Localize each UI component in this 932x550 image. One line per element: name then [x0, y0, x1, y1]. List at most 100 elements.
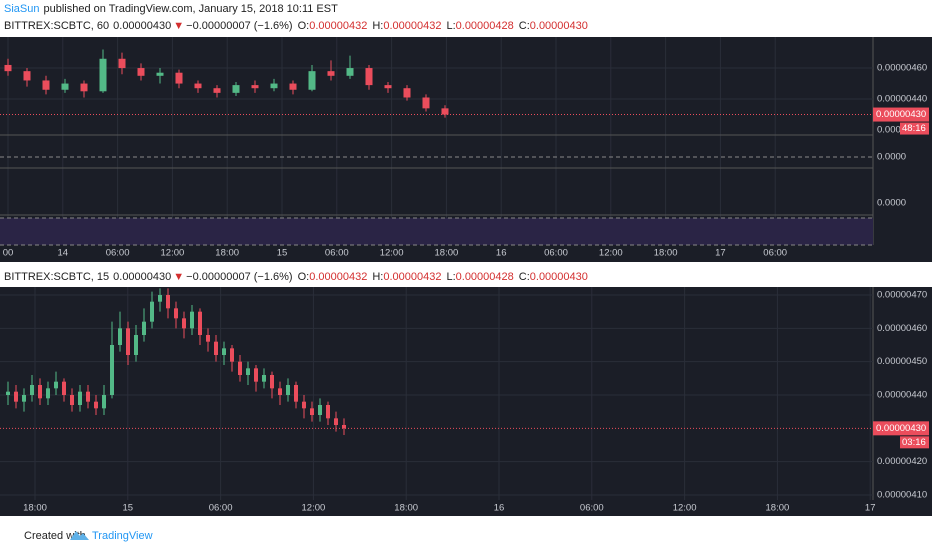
countdown-tag: [900, 122, 929, 135]
ohlc-value: 0.00000432: [383, 271, 441, 283]
indicator-label: 0.000: [877, 125, 901, 136]
ohlc-label: C:: [519, 20, 530, 32]
ohlc-label: H:: [372, 271, 383, 283]
ohlc-value: 0.00000432: [309, 271, 367, 283]
chart-panel: [0, 287, 932, 516]
author[interactable]: SiaSun: [4, 3, 39, 15]
candle-body: [134, 335, 138, 355]
candle-body: [46, 388, 50, 399]
indicator-label: 0.0000: [877, 198, 906, 209]
chart-header: BITTREX:SCBTC, 60 0.00000430 ▼ −0.00000007 …: [4, 20, 588, 32]
candle-body: [232, 85, 240, 93]
candle-body: [94, 401, 98, 409]
candle-body: [294, 385, 298, 402]
candle-body: [110, 345, 114, 395]
change: −0.00000007 (−1.6%): [186, 271, 292, 283]
time-label: 18:00: [215, 248, 239, 259]
candle-body: [62, 381, 66, 395]
ohlc-value: 0.00000432: [309, 20, 367, 32]
candle-body: [194, 83, 202, 89]
candle-body: [14, 391, 18, 402]
time-label: 06:00: [325, 248, 349, 259]
candle-body: [270, 375, 274, 389]
time-label: 15: [277, 248, 288, 259]
candle-body: [166, 295, 170, 309]
time-label: 18:00: [23, 503, 47, 514]
time-label: 06:00: [209, 503, 233, 514]
rsi-band: [0, 218, 873, 245]
candle-body: [86, 391, 90, 402]
time-label: 16: [496, 248, 507, 259]
y-tick-label: 0.00000440: [877, 94, 927, 105]
candle-body: [182, 318, 186, 329]
time-label: 17: [715, 248, 726, 259]
candle-body: [222, 348, 226, 355]
change: −0.00000007 (−1.6%): [186, 20, 292, 32]
candle-body: [318, 405, 322, 415]
logo: [70, 531, 89, 540]
candle-body: [22, 395, 26, 402]
candle-body: [365, 68, 373, 86]
time-label: 17: [865, 503, 876, 514]
chart-header: BITTREX:SCBTC, 15 0.00000430 ▼ −0.00000007 …: [4, 271, 588, 283]
time-label: 18:00: [435, 248, 459, 259]
candle-body: [80, 83, 88, 92]
time-label: 14: [58, 248, 69, 259]
ohlc-value: 0.00000430: [530, 271, 588, 283]
footer-created: Created with: [24, 530, 86, 542]
time-label: 12:00: [161, 248, 185, 259]
candle-body: [102, 395, 106, 409]
y-tick-label: 0.00000460: [877, 63, 927, 74]
ohlc-label: C:: [519, 271, 530, 283]
candle-body: [142, 321, 146, 335]
price-tag-label: 0.00000430: [876, 109, 926, 120]
candle-body: [30, 385, 34, 395]
candle-body: [6, 391, 10, 395]
candle-body: [42, 80, 50, 90]
candle-body: [126, 328, 130, 355]
time-label: 00: [3, 248, 14, 259]
candle-body: [289, 83, 297, 90]
time-label: 06:00: [580, 503, 604, 514]
candle-body: [70, 395, 74, 405]
time-label: 12:00: [673, 503, 697, 514]
candle-body: [206, 335, 210, 342]
footer-brand[interactable]: TradingView: [92, 530, 153, 542]
candle-body: [270, 83, 278, 89]
ohlc-label: L:: [446, 271, 455, 283]
change-arrow: ▼: [173, 271, 184, 283]
candle-body: [213, 88, 221, 93]
y-tick-label: 0.00000420: [877, 456, 927, 467]
candle-body: [286, 385, 290, 395]
ohlc-label: O:: [298, 271, 310, 283]
candle-body: [403, 88, 411, 98]
candle-body: [238, 361, 242, 375]
candle-body: [230, 348, 234, 362]
y-tick-label: 0.00000450: [877, 356, 927, 367]
change-arrow: ▼: [173, 20, 184, 32]
ohlc-value: 0.00000428: [456, 271, 514, 283]
candle-body: [214, 341, 218, 355]
candle-body: [150, 301, 154, 322]
candle-body: [384, 85, 392, 89]
candle-body: [137, 68, 145, 76]
candle-body: [175, 72, 183, 84]
time-label: 06:00: [106, 248, 130, 259]
candle-body: [327, 71, 335, 76]
candle-body: [4, 64, 12, 72]
last-price: 0.00000430: [113, 271, 171, 283]
y-tick-label: 0.00000460: [877, 323, 927, 334]
byline-text: published on TradingView.com, January 15…: [43, 3, 338, 15]
candle-body: [118, 328, 122, 345]
y-tick-label: 0.00000440: [877, 390, 927, 401]
byline: SiaSun published on TradingView.com, Janu…: [4, 3, 338, 15]
time-label: 06:00: [544, 248, 568, 259]
price-tag-label: 0.00000430: [876, 423, 926, 434]
ohlc-value: 0.00000432: [383, 20, 441, 32]
price-tag: [873, 107, 929, 122]
candle-body: [278, 388, 282, 395]
ohlc-value: 0.00000430: [530, 20, 588, 32]
candle-body: [310, 408, 314, 415]
candle-body: [38, 385, 42, 399]
